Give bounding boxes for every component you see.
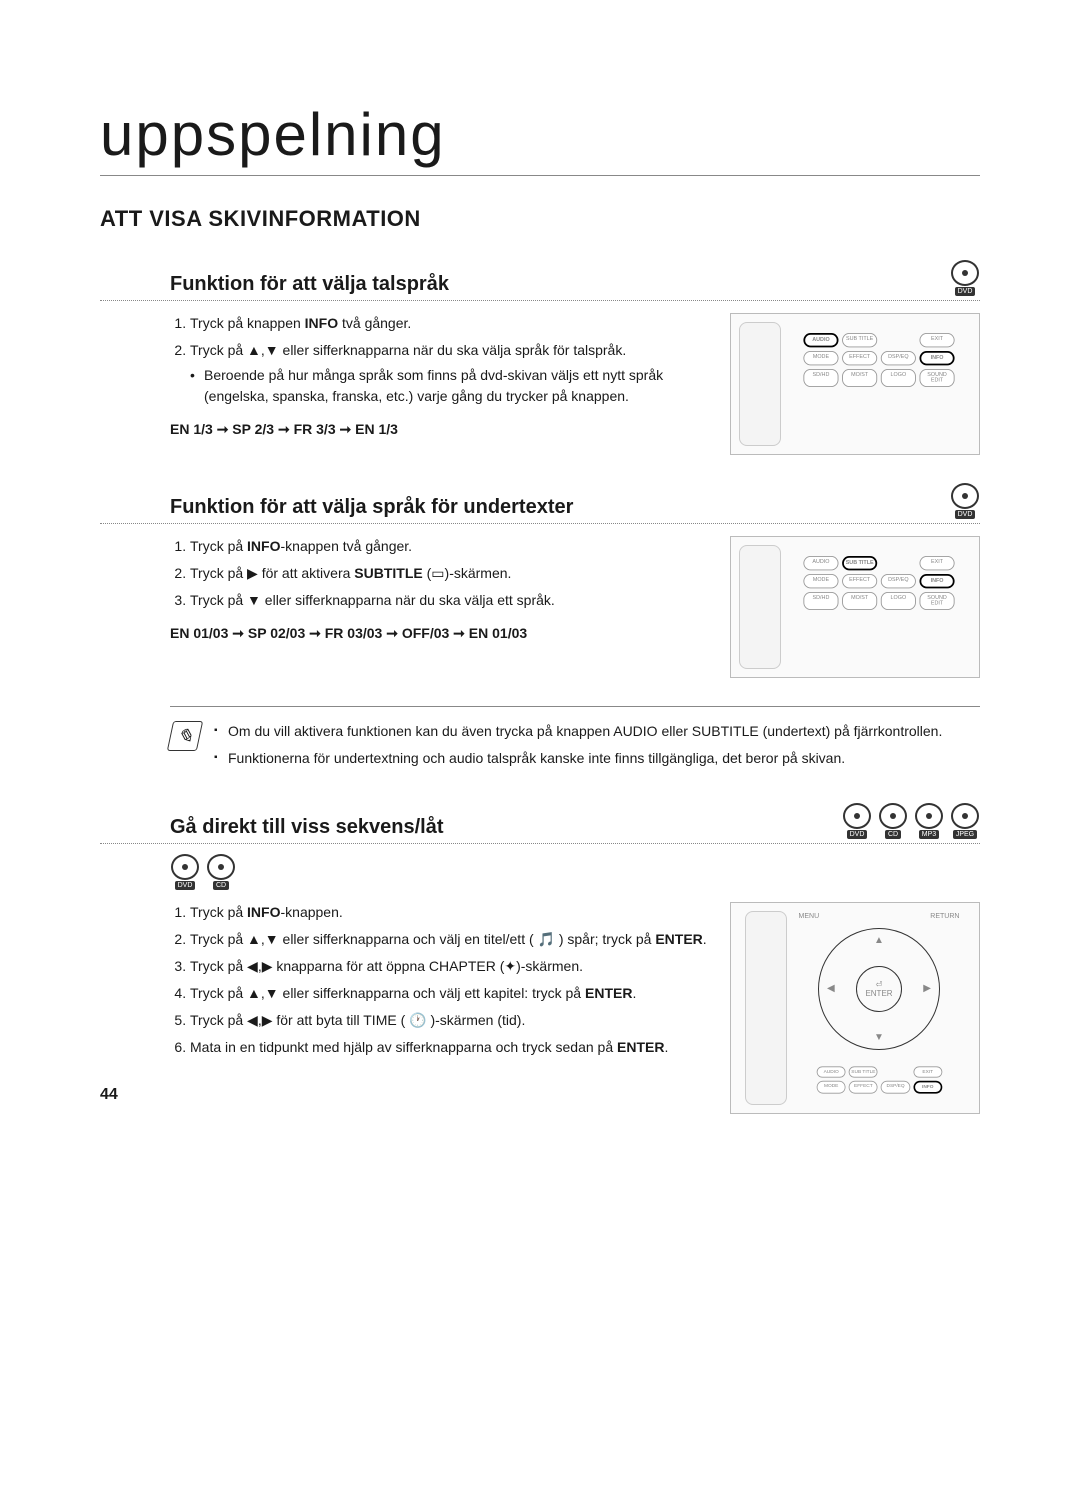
step-4: Tryck på ▲,▼ eller sifferknapparna och v…	[190, 983, 710, 1004]
remote-enter-dpad: ▲ ▼ ◀ ▶ ⏎ ENTER	[818, 928, 940, 1050]
step-2: Tryck på ▲,▼ eller sifferknapparna när d…	[190, 340, 710, 407]
step-3: Tryck på ◀,▶ knapparna för att öppna CHA…	[190, 956, 710, 977]
remote-info-button: INFO	[913, 1081, 942, 1094]
disc-badge-jpeg: JPEG	[950, 803, 980, 839]
note-item: Funktionerna för undertextning och audio…	[214, 748, 942, 769]
disc-badge-dvd: DVD	[170, 854, 200, 890]
remote-info-button: INFO	[920, 574, 955, 588]
language-sequence: EN 1/3 ➞ SP 2/3 ➞ FR 3/3 ➞ EN 1/3	[170, 421, 710, 438]
remote-audio-button: AUDIO	[803, 333, 838, 347]
disc-label: DVD	[955, 510, 976, 519]
disc-badge-cd: CD	[206, 854, 236, 890]
step-1: Tryck på INFO-knappen.	[190, 902, 710, 923]
sub-heading: Gå direkt till viss sekvens/låt	[100, 816, 842, 839]
step-2: Tryck på ▲,▼ eller sifferknapparna och v…	[190, 929, 710, 950]
step-2-bullet: Beroende på hur många språk som finns på…	[190, 365, 710, 407]
subsection-audio-language: Funktion för att välja talspråk DVD Tryc…	[100, 260, 980, 455]
remote-info-button: INFO	[920, 351, 955, 365]
section-heading: ATT VISA SKIVINFORMATION	[100, 206, 980, 232]
disc-badge-mp3: MP3	[914, 803, 944, 839]
note-box: ✎ Om du vill aktivera funktionen kan du …	[170, 706, 980, 775]
subsection-direct-sequence: Gå direkt till viss sekvens/låt DVD CD M…	[100, 803, 980, 1114]
step-6: Mata in en tidpunkt med hjälp av sifferk…	[190, 1037, 710, 1058]
remote-subtitle-button: SUB TITLE	[842, 556, 877, 570]
subsection-subtitle-language: Funktion för att välja språk för underte…	[100, 483, 980, 775]
step-1: Tryck på INFO-knappen två gånger.	[190, 536, 710, 557]
step-1: Tryck på knappen INFO två gånger.	[190, 313, 710, 334]
disc-badge-dvd: DVD	[950, 483, 980, 519]
disc-badge-dvd: DVD	[950, 260, 980, 296]
sub-heading: Funktion för att välja språk för underte…	[100, 496, 950, 519]
remote-illustration-audio: AUDIO SUB TITLE EXIT MODE EFFECT DSP/EQ …	[730, 313, 980, 455]
remote-illustration-subtitle: AUDIO SUB TITLE EXIT MODE EFFECT DSP/EQ …	[730, 536, 980, 678]
step-5: Tryck på ◀,▶ för att byta till TIME ( 🕐 …	[190, 1010, 710, 1031]
disc-badge-dvd: DVD	[842, 803, 872, 839]
remote-illustration-enter: MENU RETURN ▲ ▼ ◀ ▶ ⏎ ENTER	[730, 902, 980, 1114]
note-item: Om du vill aktivera funktionen kan du äv…	[214, 721, 942, 742]
disc-badge-cd: CD	[878, 803, 908, 839]
step-2: Tryck på ▶ för att aktivera SUBTITLE (▭)…	[190, 563, 710, 584]
sub-heading: Funktion för att välja talspråk	[100, 273, 950, 296]
note-icon: ✎	[167, 721, 203, 751]
page-title: uppspelning	[100, 100, 980, 176]
disc-icon	[951, 260, 979, 286]
step-3: Tryck på ▼ eller sifferknapparna när du …	[190, 590, 710, 611]
disc-icon	[951, 483, 979, 509]
remote-enter-button: ⏎ ENTER	[856, 966, 902, 1012]
page-number: 44	[100, 1086, 118, 1104]
disc-label: DVD	[955, 287, 976, 296]
subtitle-sequence: EN 01/03 ➞ SP 02/03 ➞ FR 03/03 ➞ OFF/03 …	[170, 625, 710, 642]
